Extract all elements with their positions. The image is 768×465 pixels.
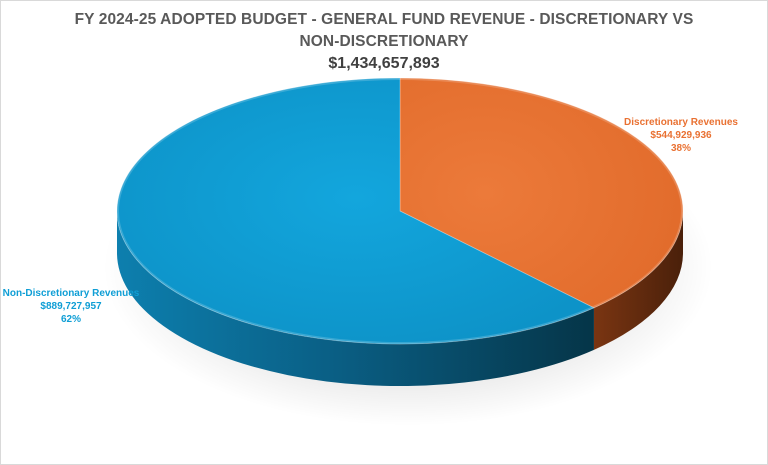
pie-slice-discretionary[interactable] xyxy=(399,77,684,309)
slice-label-non-discretionary: Non-Discretionary Revenues $889,727,957 … xyxy=(1,287,141,326)
pie-side-non-discretionary xyxy=(117,211,594,386)
slice-label-name: Discretionary Revenues xyxy=(624,117,738,128)
chart-title: FY 2024-25 ADOPTED BUDGET - GENERAL FUND… xyxy=(1,9,767,53)
slice-label-value: $889,727,957 xyxy=(40,301,102,312)
chart-total: $1,434,657,893 xyxy=(328,55,440,72)
slice-label-discretionary: Discretionary Revenues $544,929,936 38% xyxy=(611,116,751,155)
chart-title-line-1: FY 2024-25 ADOPTED BUDGET - GENERAL FUND… xyxy=(74,11,694,28)
slice-label-percent: 62% xyxy=(60,314,81,325)
slice-label-value: $544,929,936 xyxy=(650,130,712,141)
pie-slice-non-discretionary[interactable] xyxy=(116,77,595,345)
slice-label-percent: 38% xyxy=(670,143,691,154)
slice-label-name: Non-Discretionary Revenues xyxy=(2,288,140,299)
pie-rim-highlight xyxy=(117,78,683,344)
pie-side-discretionary xyxy=(593,211,683,350)
chart-title-line-2: NON-DISCRETIONARY xyxy=(299,33,469,50)
